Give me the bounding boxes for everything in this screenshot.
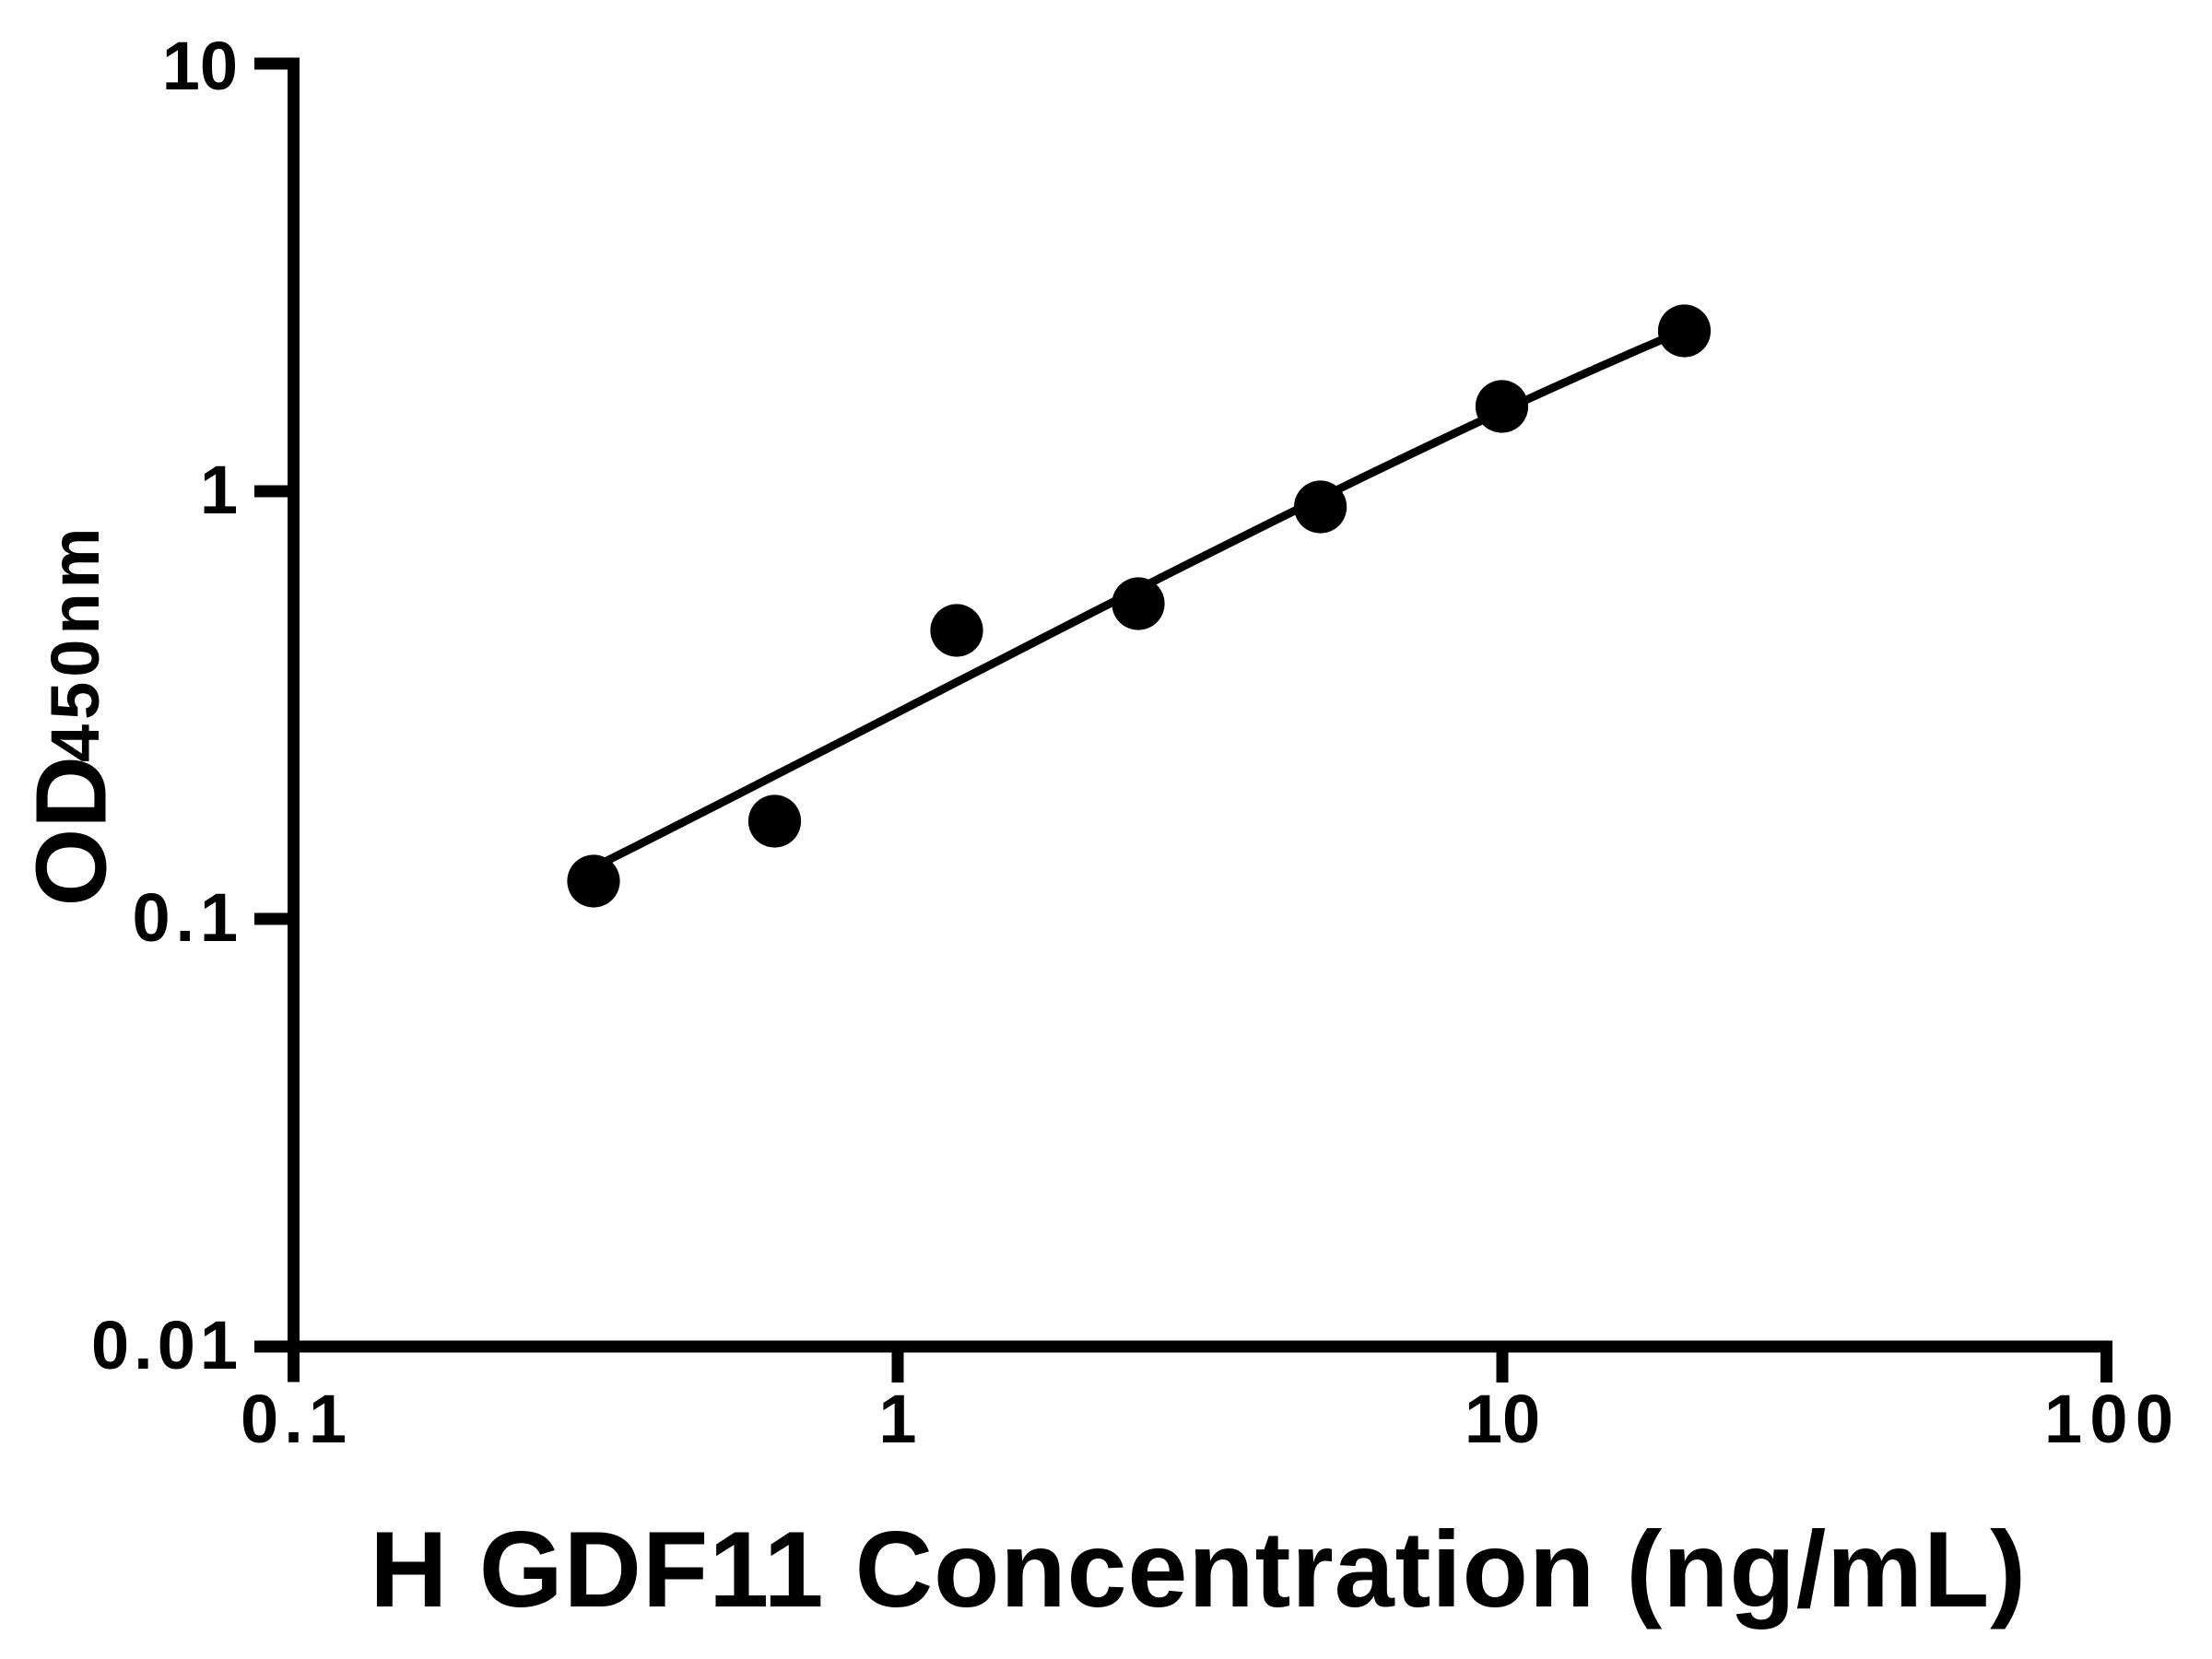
svg-text:10: 10 [1465, 1381, 1540, 1457]
svg-text:100: 100 [2044, 1381, 2173, 1457]
svg-text:1: 1 [878, 1381, 916, 1457]
svg-text:450nm: 450nm [37, 524, 113, 762]
svg-text:0.1: 0.1 [133, 879, 239, 956]
svg-text:OD: OD [16, 756, 128, 907]
svg-text:10: 10 [162, 28, 238, 104]
svg-text:1: 1 [200, 452, 238, 528]
svg-text:0.01: 0.01 [91, 1307, 238, 1383]
svg-text:0.1: 0.1 [241, 1381, 347, 1457]
svg-text:H GDF11 Concentration (ng/mL): H GDF11 Concentration (ng/mL) [370, 1509, 2027, 1630]
